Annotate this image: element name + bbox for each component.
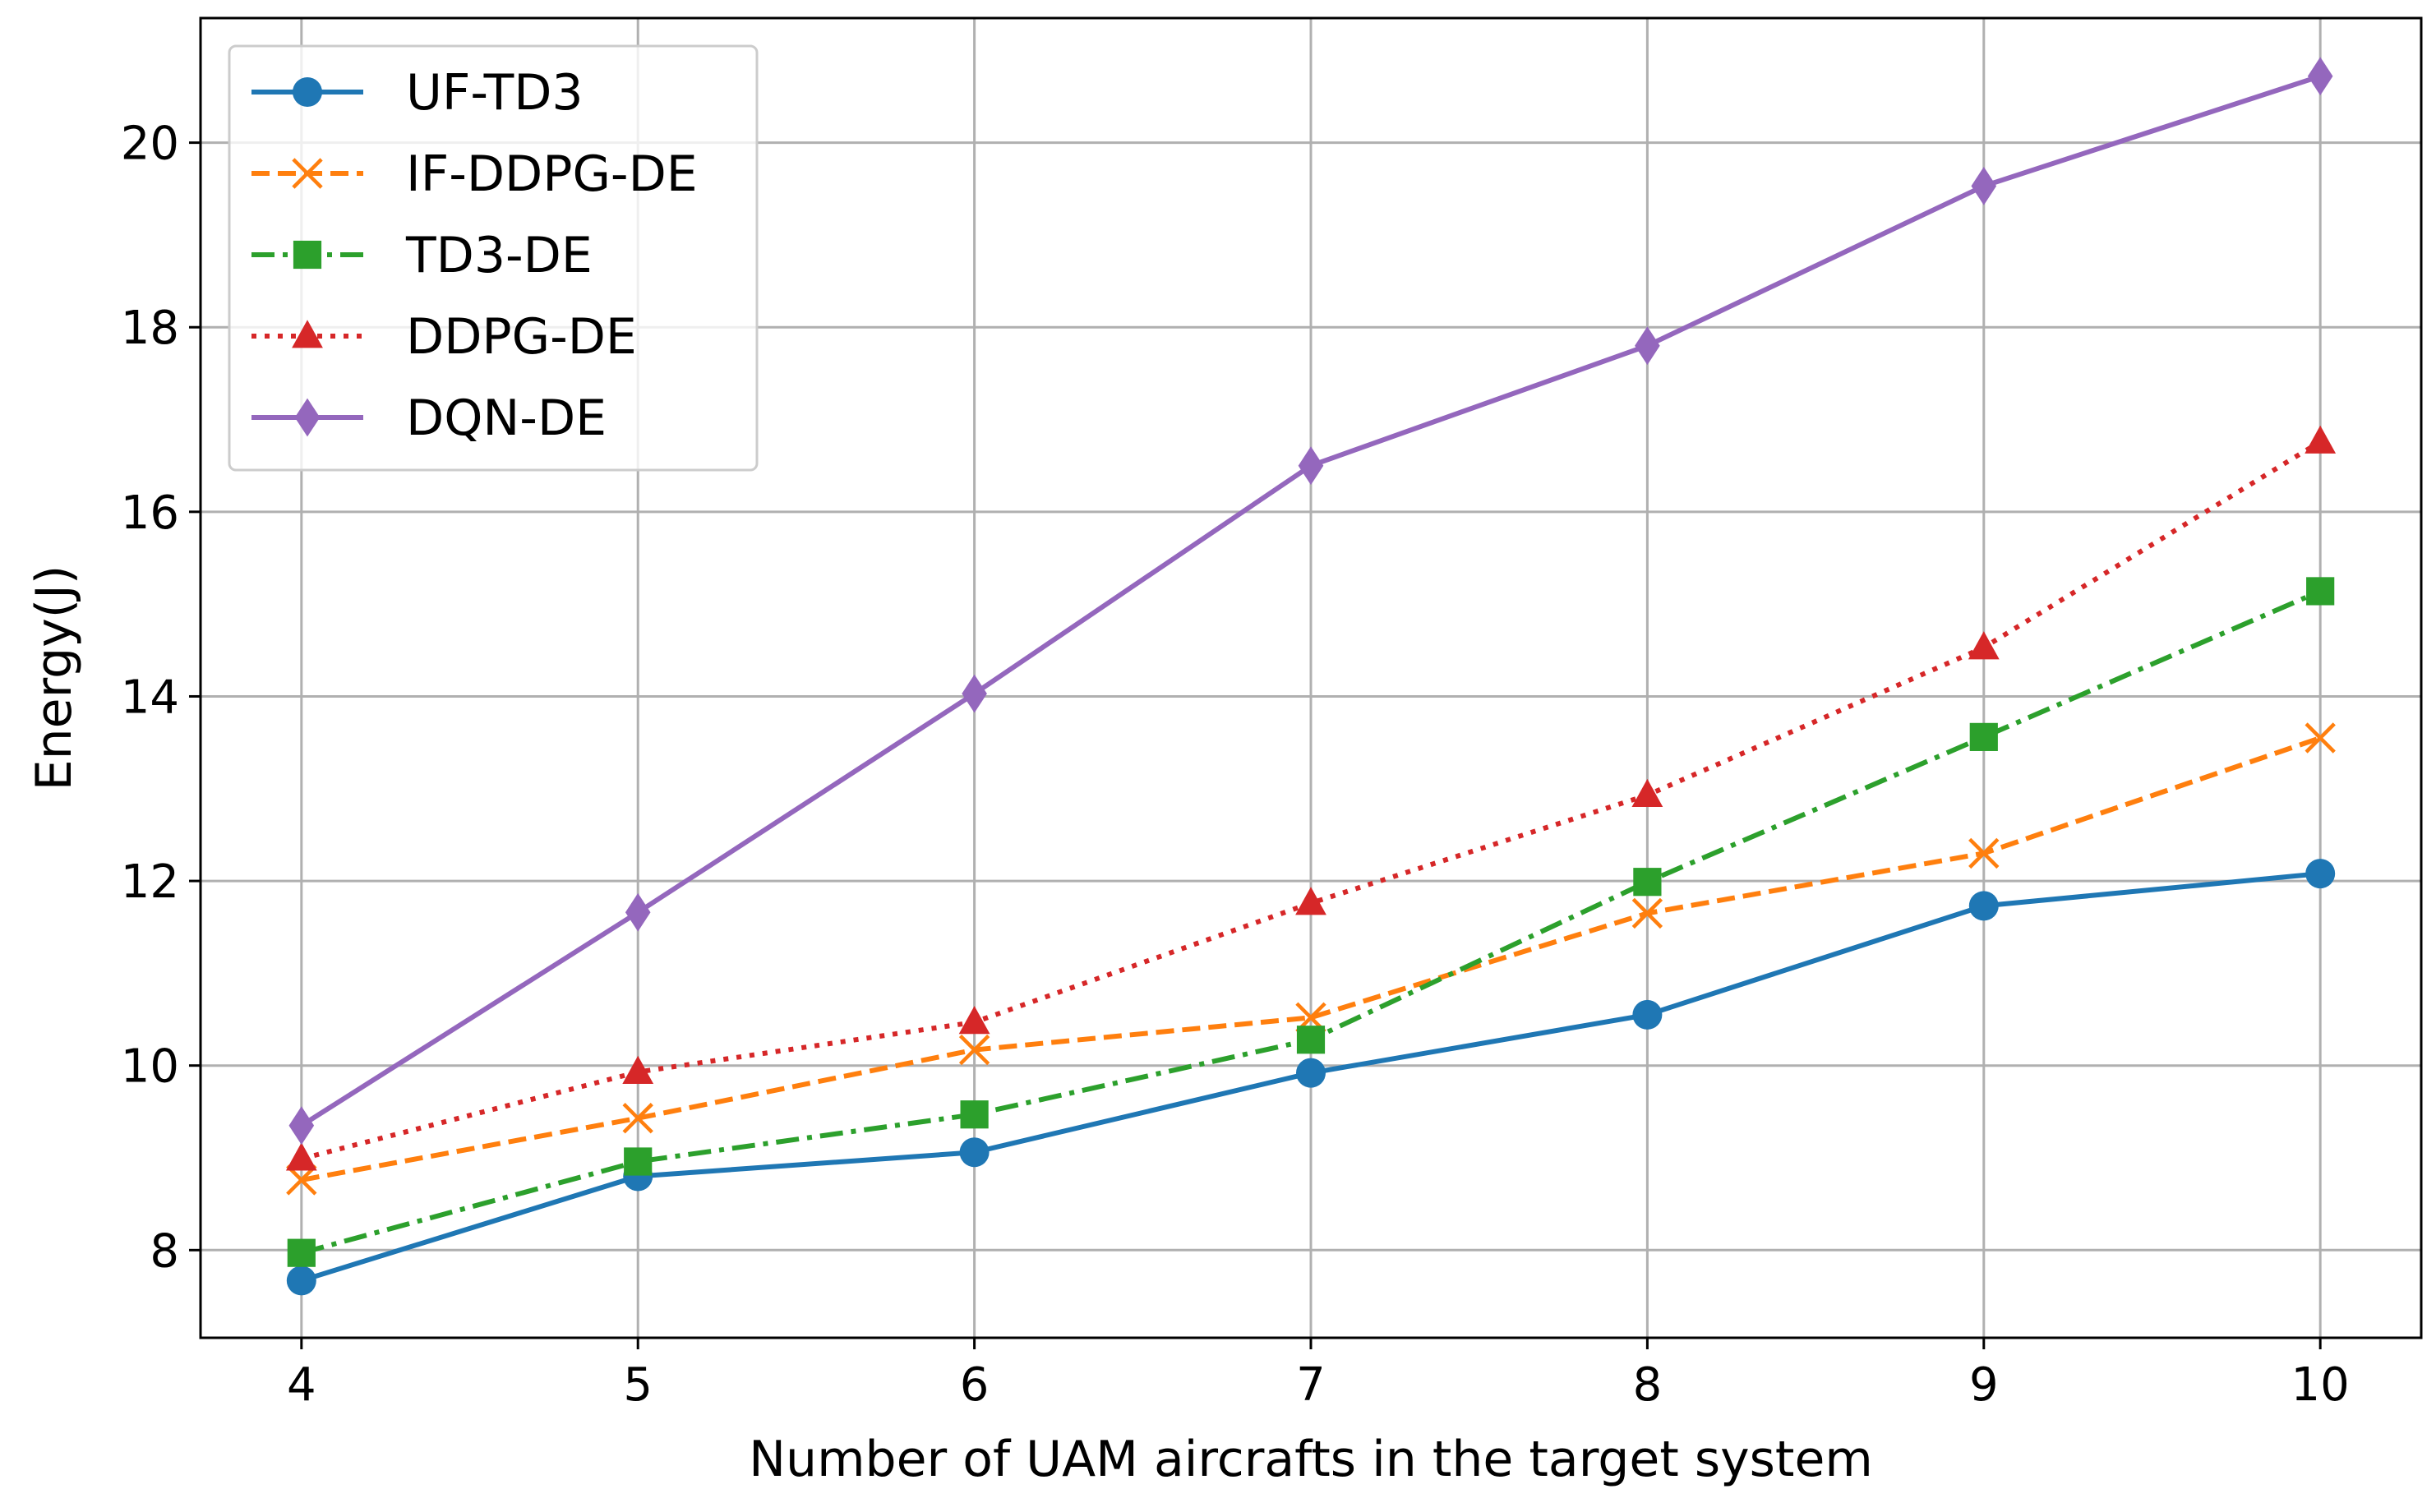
y-tick-label: 14 — [121, 671, 179, 724]
legend-label-td3-de: TD3-DE — [405, 227, 593, 284]
grid — [201, 18, 2421, 1338]
legend-marker-dqn-de — [294, 398, 321, 437]
x-tick-label: 9 — [1969, 1358, 1999, 1412]
data-point-uf-td3 — [1632, 999, 1663, 1030]
x-marker-stroke — [286, 1164, 317, 1196]
data-point-if-ddpg-de — [1968, 837, 2000, 869]
legend-entry-td3-de: TD3-DE — [251, 227, 593, 284]
legend-entry-dqn-de: DQN-DE — [251, 390, 607, 447]
data-point-td3-de — [287, 1238, 316, 1267]
series-dqn-de — [288, 57, 2333, 1146]
data-point-if-ddpg-de — [1631, 897, 1663, 929]
data-point-ddpg-de — [1295, 887, 1326, 915]
data-point-ddpg-de — [958, 1006, 990, 1035]
x-marker-stroke — [2305, 722, 2336, 754]
x-tick-label: 10 — [2291, 1358, 2350, 1412]
data-point-td3-de — [624, 1147, 653, 1176]
data-point-td3-de — [1969, 722, 1998, 751]
x-tick-label: 4 — [287, 1358, 316, 1412]
data-point-ddpg-de — [2305, 425, 2337, 454]
data-point-td3-de — [2306, 577, 2335, 606]
x-marker-stroke — [1631, 897, 1663, 929]
data-point-td3-de — [1296, 1026, 1326, 1054]
legend-label-uf-td3: UF-TD3 — [406, 64, 584, 122]
data-point-dqn-de — [2307, 57, 2333, 96]
data-point-ddpg-de — [285, 1142, 317, 1171]
data-point-if-ddpg-de — [622, 1103, 653, 1134]
data-point-if-ddpg-de — [286, 1164, 317, 1196]
y-tick-label: 18 — [121, 302, 179, 355]
series-layer — [285, 57, 2337, 1296]
x-tick-label: 5 — [623, 1358, 653, 1412]
legend-label-dqn-de: DQN-DE — [406, 390, 607, 447]
x-marker-stroke — [292, 158, 323, 189]
legend-entry-ddpg-de: DDPG-DE — [251, 308, 637, 366]
x-marker-stroke — [622, 1103, 653, 1134]
data-point-uf-td3 — [2305, 859, 2336, 889]
data-point-if-ddpg-de — [958, 1034, 990, 1066]
data-point-dqn-de — [962, 674, 987, 713]
data-point-ddpg-de — [1631, 778, 1663, 808]
legend-box — [228, 44, 759, 472]
series-if-ddpg-de — [286, 722, 2336, 1196]
legend-label-if-ddpg-de: IF-DDPG-DE — [406, 145, 698, 203]
data-point-ddpg-de — [622, 1055, 654, 1084]
data-point-td3-de — [1633, 868, 1662, 897]
x-tick-label: 8 — [1633, 1358, 1663, 1412]
x-marker-stroke — [1968, 837, 2000, 869]
y-tick-label: 20 — [121, 118, 179, 171]
legend: UF-TD3 IF-DDPG-DE TD3-DE DDPG-DE DQN-DE — [228, 44, 759, 472]
x-tick-label: 6 — [960, 1358, 990, 1412]
data-point-dqn-de — [1635, 326, 1660, 366]
y-tick-label: 10 — [121, 1040, 179, 1094]
data-point-dqn-de — [625, 892, 651, 932]
y-tick-label: 12 — [121, 855, 179, 909]
axis-ticks: 4 5 6 7 8 9 10 8 10 12 14 16 18 20 — [121, 118, 2350, 1412]
legend-marker-ddpg-de — [292, 320, 323, 348]
legend-marker-td3-de — [293, 240, 322, 270]
y-tick-label: 16 — [121, 486, 179, 540]
x-axis-label: Number of UAM aircrafts in the target sy… — [749, 1431, 1873, 1488]
data-point-dqn-de — [288, 1106, 315, 1146]
legend-entry-if-ddpg-de: IF-DDPG-DE — [251, 145, 698, 203]
y-axis-label: Energy(J) — [25, 565, 83, 791]
legend-marker-if-ddpg-de — [292, 158, 323, 189]
data-point-dqn-de — [1298, 446, 1324, 486]
x-marker-stroke — [958, 1034, 990, 1066]
data-point-uf-td3 — [286, 1265, 316, 1296]
data-point-if-ddpg-de — [2305, 722, 2336, 754]
series-td3-de — [287, 577, 2335, 1267]
data-point-dqn-de — [1971, 167, 1997, 205]
x-tick-label: 7 — [1296, 1358, 1326, 1412]
y-tick-label: 8 — [150, 1224, 179, 1278]
data-point-td3-de — [960, 1100, 989, 1129]
data-point-uf-td3 — [959, 1137, 990, 1168]
legend-entry-uf-td3: UF-TD3 — [251, 64, 584, 122]
data-point-ddpg-de — [1968, 631, 2000, 660]
series-ddpg-de — [285, 425, 2337, 1171]
legend-label-ddpg-de: DDPG-DE — [406, 308, 637, 366]
data-point-uf-td3 — [1296, 1058, 1326, 1088]
legend-marker-uf-td3 — [293, 77, 322, 107]
data-point-uf-td3 — [1968, 891, 1999, 921]
